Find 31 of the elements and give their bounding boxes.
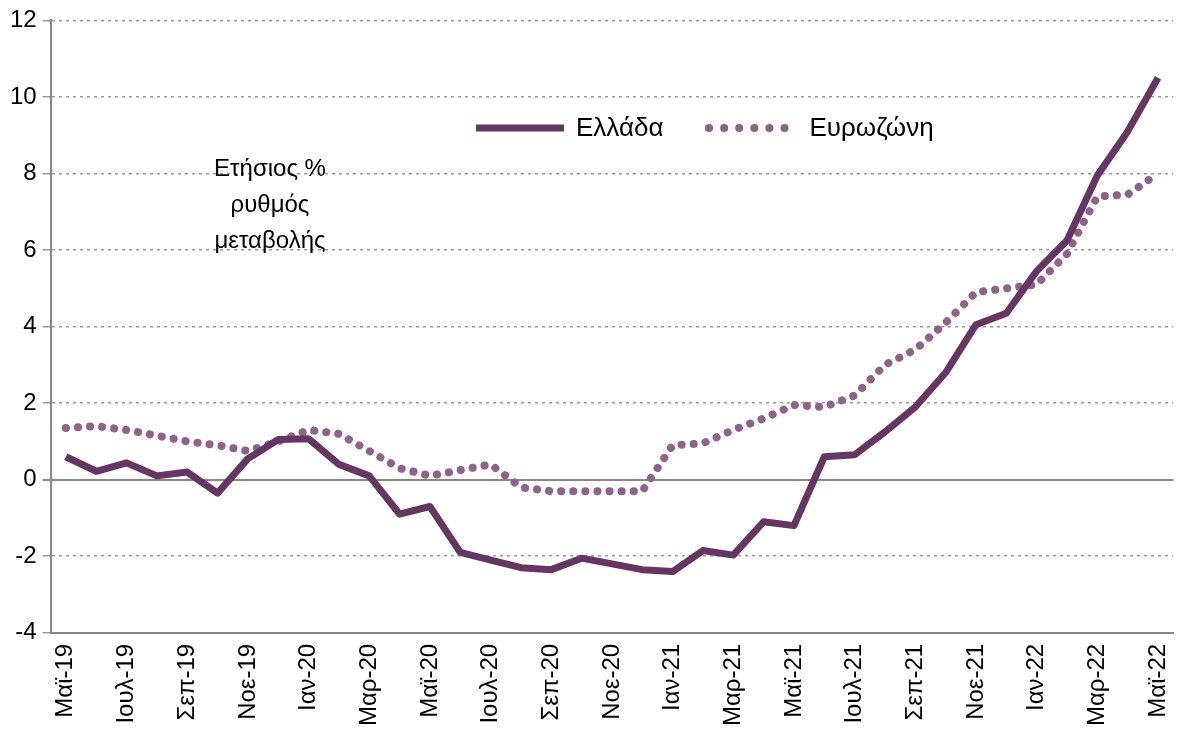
x-tick-label: Σεπ-19 xyxy=(171,643,199,721)
y-tick-label: 0 xyxy=(23,464,37,492)
y-tick-label: 4 xyxy=(23,311,37,339)
y-tick-label: 2 xyxy=(23,387,37,415)
x-tick-label: Σεπ-20 xyxy=(535,643,563,721)
x-tick-label: Μαρ-20 xyxy=(353,643,381,727)
legend-label: Ελλάδα xyxy=(576,112,664,143)
x-tick-label: Μαϊ-22 xyxy=(1142,643,1170,718)
legend-label: Ευρωζώνη xyxy=(809,112,934,143)
y-tick-label: -4 xyxy=(15,617,37,645)
y-tick-label: 12 xyxy=(9,5,37,33)
annotation: Ετήσιος % ρυθμός μεταβολής xyxy=(213,153,327,255)
x-tick-label: Μαϊ-21 xyxy=(778,643,806,718)
x-tick-label: Ιουλ-21 xyxy=(839,643,867,724)
y-tick-label: -2 xyxy=(15,540,37,568)
y-tick-label: 8 xyxy=(23,158,37,186)
x-tick-label: Νοε-19 xyxy=(232,643,260,720)
x-tick-label: Μαρ-21 xyxy=(717,643,745,727)
x-tick-label: Νοε-21 xyxy=(960,643,988,720)
x-tick-label: Μαρ-22 xyxy=(1081,643,1109,727)
y-tick-label: 6 xyxy=(23,234,37,262)
x-tick-label: Μαϊ-19 xyxy=(50,643,78,718)
x-tick-label: Νοε-20 xyxy=(596,643,624,720)
x-tick-label: Ιαν-22 xyxy=(1021,643,1049,712)
y-tick-label: 10 xyxy=(9,81,37,109)
x-tick-label: Σεπ-21 xyxy=(899,643,927,721)
x-tick-label: Μαϊ-20 xyxy=(414,643,442,718)
x-tick-label: Ιουλ-20 xyxy=(475,643,503,724)
x-tick-label: Ιουλ-19 xyxy=(111,643,139,724)
x-tick-label: Ιαν-21 xyxy=(657,643,685,712)
x-tick-label: Ιαν-20 xyxy=(293,643,321,712)
